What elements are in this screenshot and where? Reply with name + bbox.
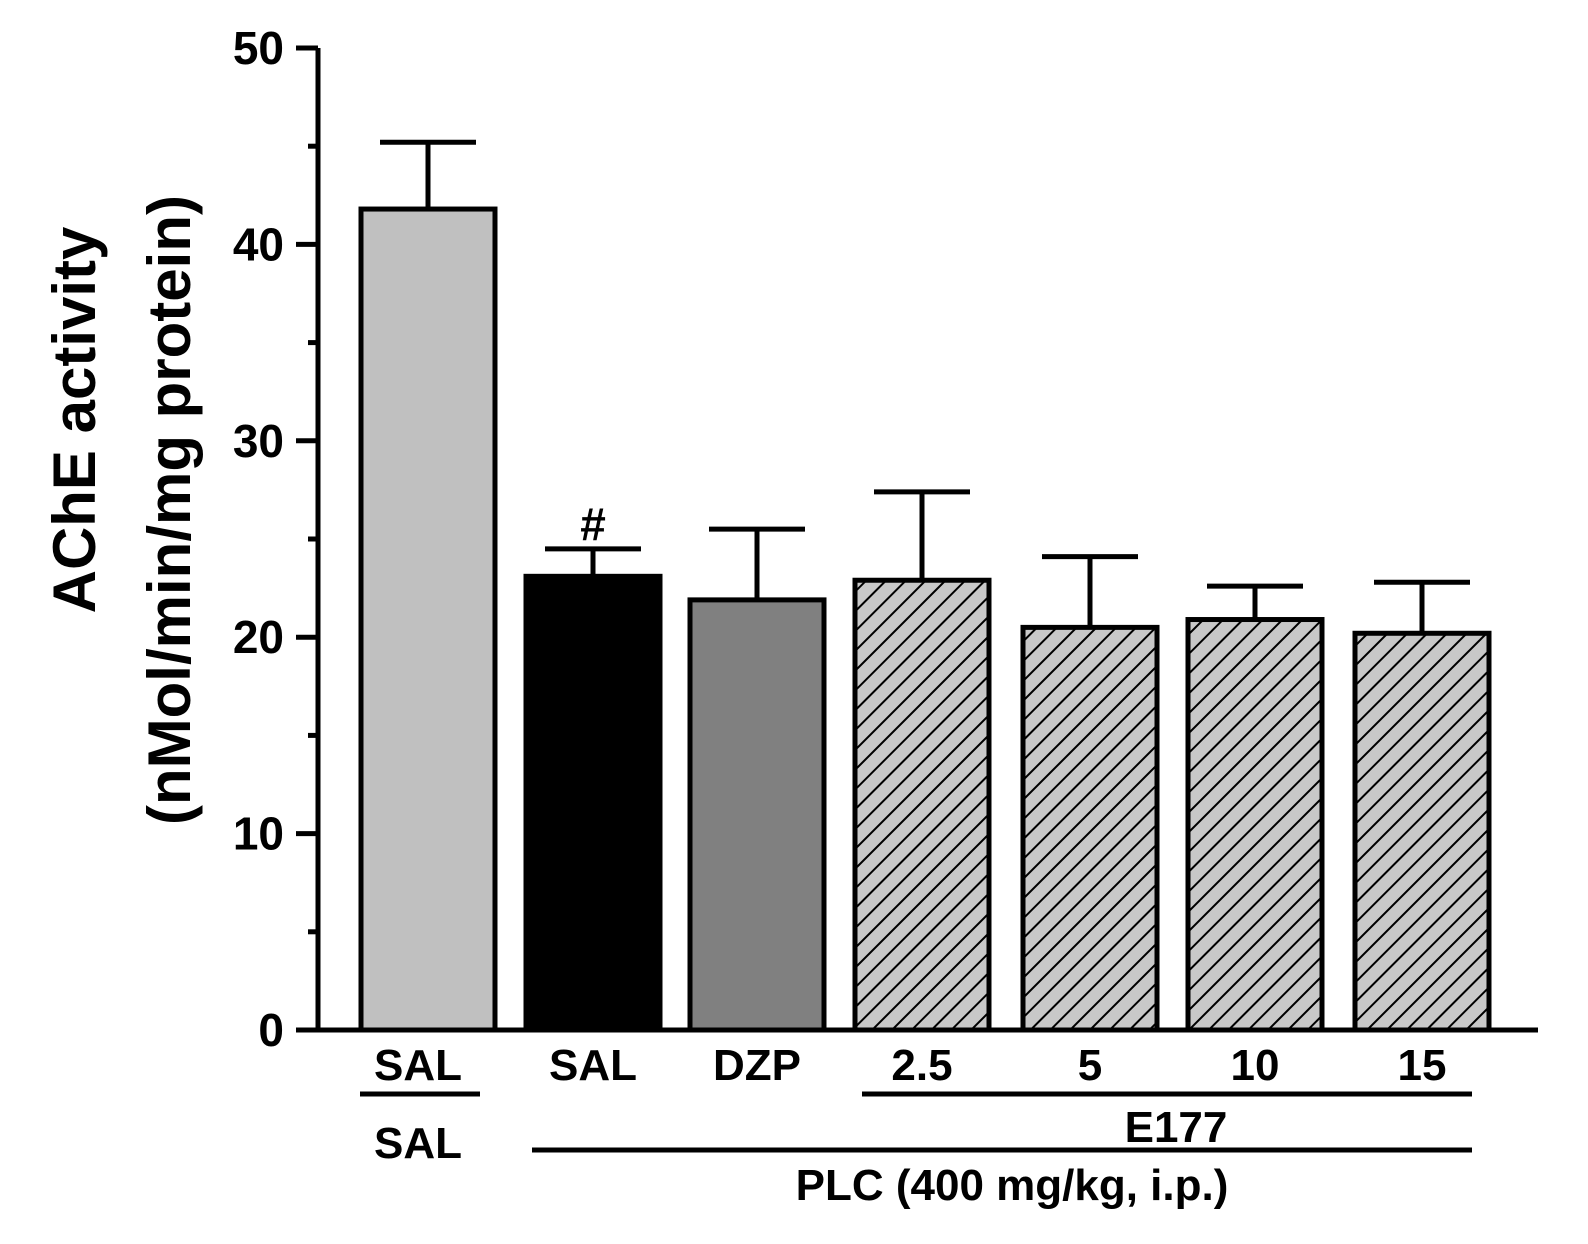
bar <box>1020 624 1160 1033</box>
bar <box>358 206 498 1033</box>
category-label: 10 <box>1231 1041 1280 1090</box>
significance-marker: # <box>580 498 606 550</box>
y-tick-label: 50 <box>233 22 284 74</box>
bar <box>852 577 992 1033</box>
y-tick-label: 0 <box>258 1004 284 1056</box>
y-tick-label: 10 <box>233 808 284 860</box>
category-label: 15 <box>1398 1041 1447 1090</box>
bar <box>523 573 663 1033</box>
category-label: 2.5 <box>891 1041 952 1090</box>
bar <box>1185 617 1325 1033</box>
y-tick-label: 40 <box>233 218 284 270</box>
e177-group-label: E177 <box>1125 1103 1228 1152</box>
category-label: DZP <box>713 1041 801 1090</box>
plc-group-label: PLC (400 mg/kg, i.p.) <box>796 1161 1229 1210</box>
y-tick-label: 20 <box>233 611 284 663</box>
control-group-label: SAL <box>374 1119 462 1168</box>
category-label: SAL <box>374 1041 462 1090</box>
category-label: SAL <box>549 1041 637 1090</box>
bar <box>687 597 827 1033</box>
bar <box>1352 630 1492 1033</box>
y-tick-label: 30 <box>233 415 284 467</box>
category-label: 5 <box>1078 1041 1102 1090</box>
y-axis-label-line2: (nMol/min/mg protein) <box>136 195 203 825</box>
y-axis-label-line1: AChE activity <box>41 226 108 613</box>
